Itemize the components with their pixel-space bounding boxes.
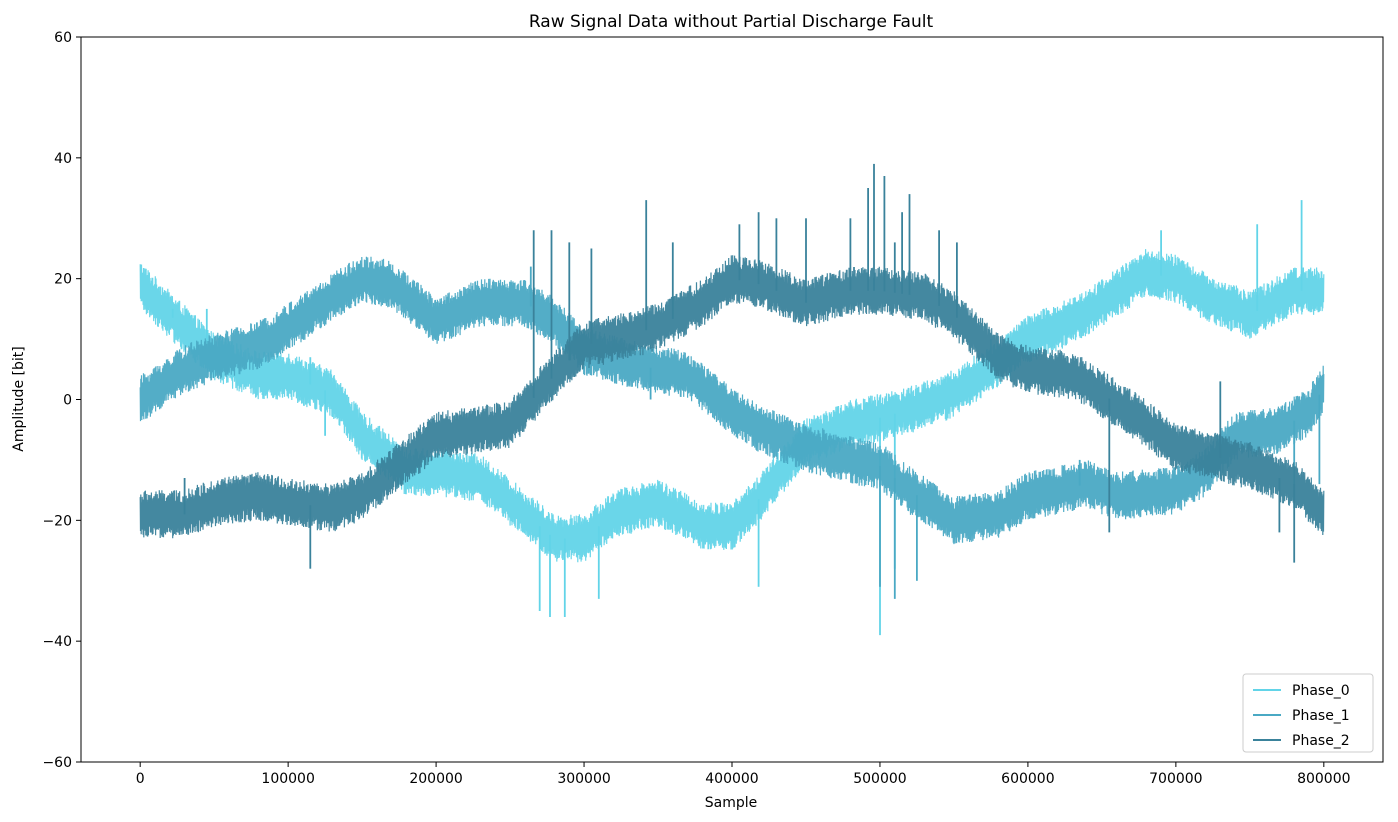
y-axis: −60 −40 −20 0 20 40 60 (42, 30, 81, 771)
series-line-Phase_0 (139, 249, 1325, 563)
y-tick-label: 40 (54, 151, 72, 167)
series-line-Phase_2 (139, 255, 1325, 539)
x-tick-label: 200000 (409, 771, 462, 787)
x-tick-label: 400000 (705, 771, 758, 787)
plot-area (139, 163, 1325, 636)
series-line-Phase_1 (139, 256, 1325, 545)
y-tick-label: −20 (42, 513, 72, 529)
chart-title: Raw Signal Data without Partial Discharg… (529, 12, 934, 32)
x-tick-label: 300000 (557, 771, 610, 787)
legend-label-Phase_2: Phase_2 (1292, 733, 1350, 749)
x-tick-label: 700000 (1149, 771, 1202, 787)
x-tick-label: 100000 (261, 771, 314, 787)
legend: Phase_0 Phase_1 Phase_2 (1242, 673, 1374, 753)
series-Phase_1 (139, 256, 1325, 599)
x-tick-label: 0 (136, 771, 145, 787)
legend-label-Phase_0: Phase_0 (1292, 683, 1350, 699)
x-tick-label: 800000 (1297, 771, 1350, 787)
x-tick-label: 600000 (1001, 771, 1054, 787)
x-axis: 0 100000 200000 300000 400000 500000 600000 700… (136, 762, 1351, 787)
y-tick-label: 0 (63, 393, 72, 409)
x-tick-label: 500000 (853, 771, 906, 787)
legend-box (1242, 673, 1374, 753)
y-tick-label: −40 (42, 634, 72, 650)
y-tick-label: 60 (54, 30, 72, 46)
y-tick-label: 20 (54, 272, 72, 288)
legend-label-Phase_1: Phase_1 (1292, 708, 1350, 724)
y-axis-label: Amplitude [bit] (11, 346, 27, 451)
x-axis-label: Sample (705, 795, 758, 811)
y-tick-label: −60 (42, 755, 72, 771)
series-Phase_2 (139, 163, 1325, 569)
